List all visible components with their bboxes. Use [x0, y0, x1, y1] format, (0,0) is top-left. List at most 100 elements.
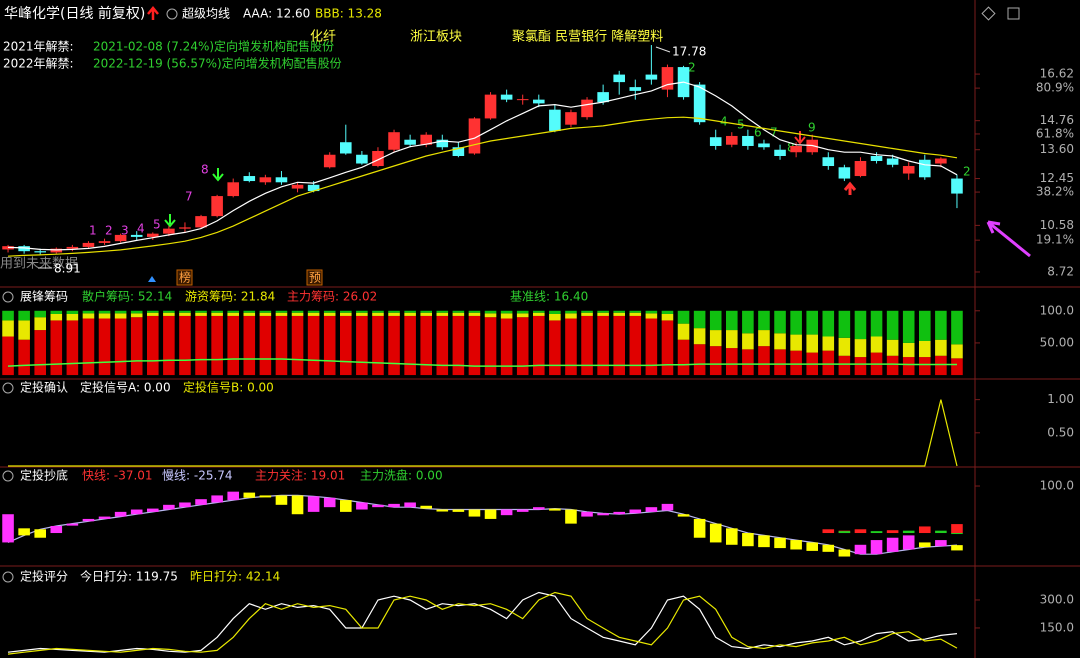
- flow-bar: [951, 533, 963, 535]
- badge-text[interactable]: 预: [309, 271, 321, 285]
- chip-bar: [870, 336, 883, 353]
- chip-bar: [838, 310, 851, 338]
- chip-bar: [163, 310, 175, 313]
- chip-bar: [211, 310, 223, 313]
- chip-bar: [565, 310, 577, 314]
- readout: 主力洗盘: 0.00: [360, 468, 443, 483]
- candle-body: [661, 67, 674, 90]
- y-tick-label: 61.8%: [1036, 126, 1074, 140]
- readout: 游资筹码: 21.84: [185, 290, 275, 304]
- chip-bar: [693, 344, 706, 376]
- window-icon[interactable]: [1007, 7, 1020, 20]
- chip-bar: [709, 346, 722, 376]
- chip-bar: [516, 310, 529, 314]
- band-block: [822, 544, 835, 552]
- chip-bar: [130, 317, 143, 376]
- band-block: [2, 514, 14, 543]
- stock-name[interactable]: 华峰化学(日线 前复权): [4, 5, 145, 22]
- panel-title: 定投抄底: [20, 468, 68, 483]
- candle-body: [34, 251, 46, 253]
- chip-bar: [629, 312, 642, 316]
- band-block: [902, 535, 915, 550]
- chip-bar: [516, 313, 529, 318]
- chip-bar: [484, 313, 497, 318]
- chip-bar: [935, 355, 947, 376]
- chip-bar: [597, 312, 609, 316]
- panel-icon[interactable]: [2, 470, 14, 482]
- candle-body: [500, 94, 513, 100]
- flow-bar: [870, 531, 883, 534]
- chip-bar: [854, 310, 867, 340]
- panel-icon[interactable]: [2, 571, 14, 583]
- band-block: [82, 518, 95, 522]
- chip-bar: [533, 315, 545, 376]
- note: 2021年解禁:: [3, 40, 74, 54]
- band-block: [629, 509, 642, 514]
- candle-body: [709, 137, 722, 146]
- chip-bar: [693, 310, 706, 329]
- candle-body: [645, 74, 658, 80]
- chip-bar: [790, 350, 802, 376]
- badge[interactable]: [306, 269, 323, 286]
- high-label: 17.78: [672, 45, 706, 59]
- y-tick-label: 12.45: [1040, 171, 1074, 185]
- moving-average: [7, 116, 958, 257]
- y-tick-label: 100.0: [1040, 303, 1074, 317]
- chip-bar: [420, 312, 432, 316]
- chip-bar: [275, 310, 288, 313]
- band-block: [243, 492, 256, 498]
- band-block: [661, 503, 674, 511]
- window-icon[interactable]: [981, 6, 996, 21]
- band-block: [693, 518, 706, 538]
- candle-body: [726, 135, 738, 145]
- y-tick-label: 8.72: [1047, 264, 1074, 278]
- event-icon[interactable]: [148, 276, 156, 282]
- badge-text[interactable]: 榜: [179, 270, 191, 285]
- band-block: [50, 525, 63, 534]
- chip-bar: [709, 330, 722, 347]
- chip-bar: [340, 312, 352, 316]
- candle-body: [340, 142, 352, 154]
- chip-bar: [677, 310, 690, 324]
- band-block: [677, 514, 690, 517]
- y-tick-label: 80.9%: [1036, 81, 1074, 95]
- band-block: [130, 509, 143, 515]
- panel-icon[interactable]: [166, 8, 178, 20]
- chip-bar: [726, 348, 738, 376]
- panel-icon[interactable]: [2, 382, 14, 394]
- band-block: [147, 508, 159, 512]
- chip-bar: [323, 315, 336, 376]
- panel-icon[interactable]: [2, 291, 14, 303]
- badge[interactable]: [176, 269, 193, 286]
- candle-body: [147, 233, 159, 237]
- readout: 昨日打分: 42.14: [190, 570, 280, 584]
- chip-bar: [372, 310, 384, 313]
- readout: 定投信号A: 0.00: [80, 380, 171, 395]
- chip-bar: [758, 310, 770, 331]
- candle-body: [758, 143, 770, 148]
- band-block: [709, 523, 722, 543]
- sector-tag: 聚氯酯 民营银行 降解塑料: [512, 30, 663, 45]
- chip-bar: [436, 310, 449, 313]
- chip-bar: [147, 312, 159, 316]
- readout: 慢线: -25.74: [162, 469, 233, 483]
- chip-bar: [372, 315, 384, 376]
- band-block: [742, 533, 754, 547]
- score-line: [8, 399, 958, 467]
- band-block: [774, 537, 786, 549]
- count-label: 7: [770, 126, 778, 140]
- candle-body: [436, 139, 449, 148]
- band-block: [597, 513, 609, 516]
- chip-bar: [211, 315, 223, 376]
- candle-body: [243, 176, 256, 182]
- y-tick-label: 38.2%: [1036, 185, 1074, 199]
- chip-bar: [179, 315, 191, 376]
- flow-bar: [902, 530, 915, 534]
- readout: 今日打分: 119.75: [80, 569, 178, 584]
- candle-body: [951, 178, 963, 194]
- chip-bar: [404, 315, 416, 376]
- chip-bar: [629, 310, 642, 313]
- count-label: 2: [963, 165, 971, 179]
- chip-bar: [661, 310, 674, 314]
